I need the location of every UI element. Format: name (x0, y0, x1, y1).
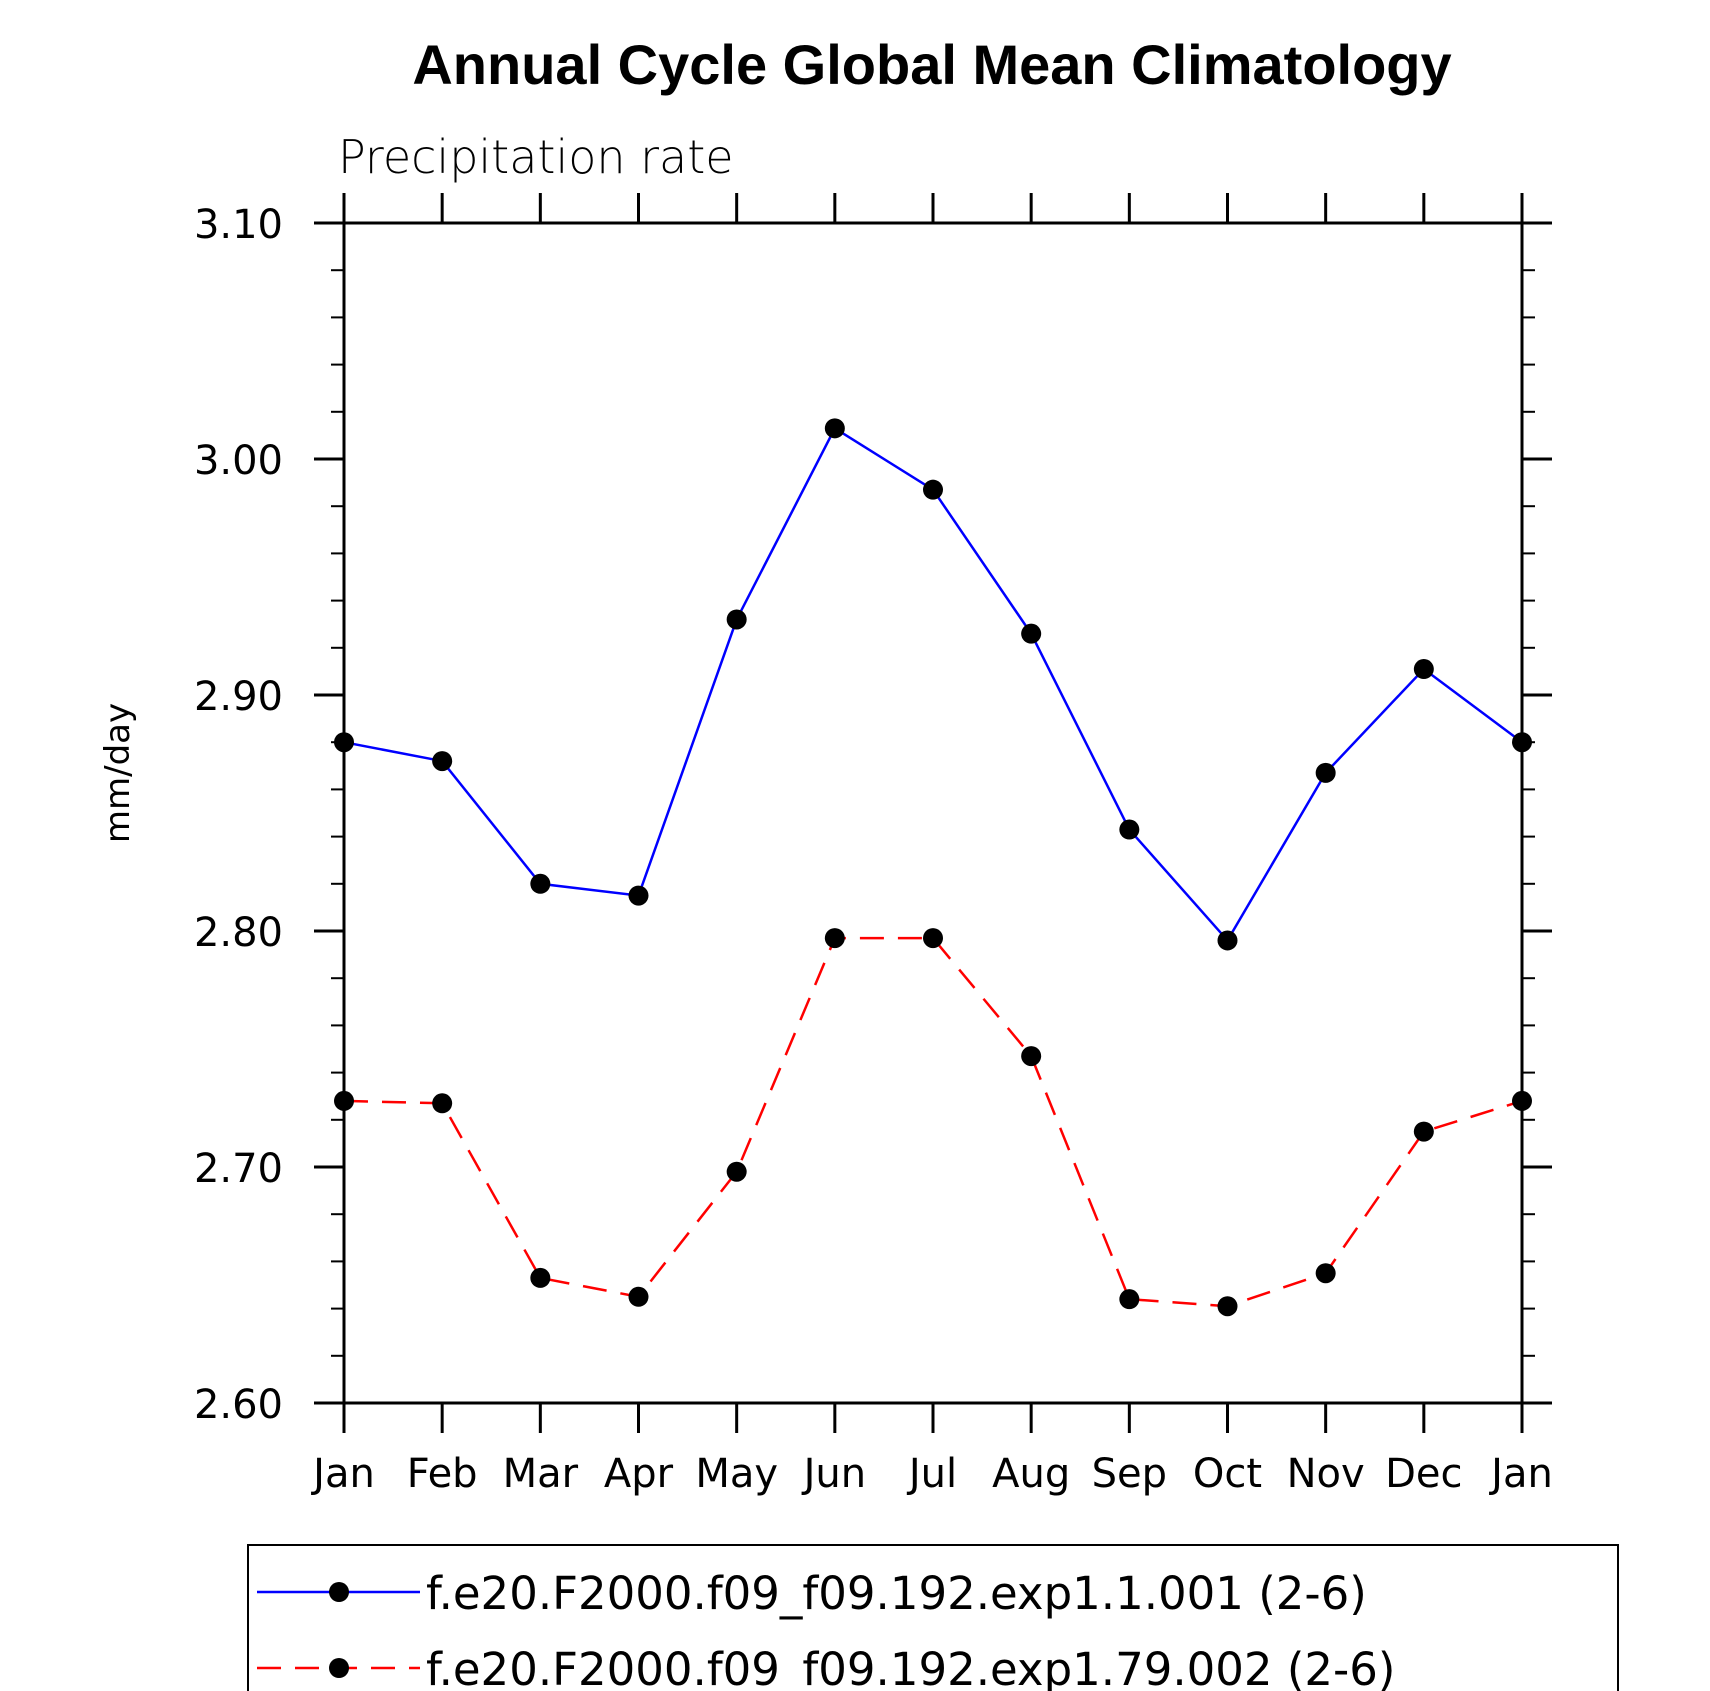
series-1-point (726, 609, 747, 630)
x-tick-label: Dec (1385, 1451, 1462, 1497)
y-tick-label: 2.90 (194, 674, 283, 720)
x-tick-label: Jan (310, 1451, 375, 1497)
x-tick-label: Apr (604, 1451, 674, 1497)
series-2-point (628, 1286, 649, 1307)
x-tick-label: Sep (1092, 1451, 1167, 1497)
series-1-point (923, 479, 943, 500)
series-1-point (1315, 762, 1336, 783)
x-tick-label: Jun (801, 1451, 867, 1497)
legend-marker-2 (329, 1658, 349, 1678)
y-tick-label: 2.70 (194, 1146, 283, 1192)
series-1-point (1119, 819, 1140, 840)
series-1-point (1217, 930, 1238, 951)
x-tick-label: Mar (503, 1451, 579, 1497)
series-1-point (432, 751, 453, 772)
x-tick-label: Nov (1287, 1451, 1365, 1497)
series-1-point (1021, 623, 1042, 644)
series-1-point (824, 418, 845, 439)
legend-label-1: f.e20.F2000.f09_f09.192.exp1.1.001 (2-6) (426, 1567, 1367, 1620)
legend-box (247, 1544, 1619, 1691)
series-2-point (1119, 1289, 1140, 1310)
x-tick-label: Oct (1193, 1451, 1262, 1497)
x-tick-label: May (695, 1451, 778, 1497)
y-tick-labels: 2.60 2.70 2.80 2.90 3.00 3.10 (194, 202, 283, 1428)
series-2-point (726, 1161, 747, 1182)
x-tick-labels: Jan Feb Mar Apr May Jun Jul Aug Sep Oct Nov Dec Jan (310, 1451, 1553, 1497)
series-lines (343, 426, 1523, 1308)
plot-frame (342, 221, 1524, 1405)
chart-title: Annual Cycle Global Mean Climatology (412, 33, 1451, 96)
series-2-point (432, 1093, 453, 1114)
y-tick-label: 3.10 (194, 202, 283, 248)
series-2-point (334, 1090, 354, 1111)
series-2-point (1021, 1046, 1042, 1067)
series-line-2 (343, 936, 1523, 1308)
axis-ticks (314, 193, 1552, 1433)
series-1-point (628, 885, 649, 906)
legend-label-2: f.e20.F2000.f09_f09.192.exp1.79.002 (2-6… (426, 1643, 1395, 1691)
x-tick-label: Jan (1488, 1451, 1553, 1497)
y-tick-label: 2.80 (194, 910, 283, 956)
y-tick-label: 2.60 (194, 1382, 283, 1428)
legend-marker-1 (329, 1582, 349, 1602)
chart-subtitle: Precipitation rate (338, 130, 734, 184)
x-tick-label: Jul (906, 1451, 957, 1497)
y-tick-label: 3.00 (194, 438, 283, 484)
series-line-1 (343, 426, 1523, 943)
x-tick-label: Aug (992, 1451, 1070, 1497)
series-2-point (1413, 1121, 1434, 1142)
series-1-point (334, 732, 354, 753)
series-2-point (824, 928, 845, 949)
series-2-point (1512, 1090, 1532, 1111)
series-2-point (1315, 1263, 1336, 1284)
series-1-point (1512, 732, 1532, 753)
legend: f.e20.F2000.f09_f09.192.exp1.1.001 (2-6)… (257, 1567, 1395, 1691)
series-2-point (1217, 1296, 1238, 1317)
series-2-point (923, 928, 943, 949)
x-tick-label: Feb (407, 1451, 478, 1497)
series-1-point (1413, 659, 1434, 680)
series-points (334, 418, 1532, 1317)
y-axis-label: mm/day (98, 703, 138, 843)
series-2-point (530, 1267, 551, 1288)
series-1-point (530, 873, 551, 894)
